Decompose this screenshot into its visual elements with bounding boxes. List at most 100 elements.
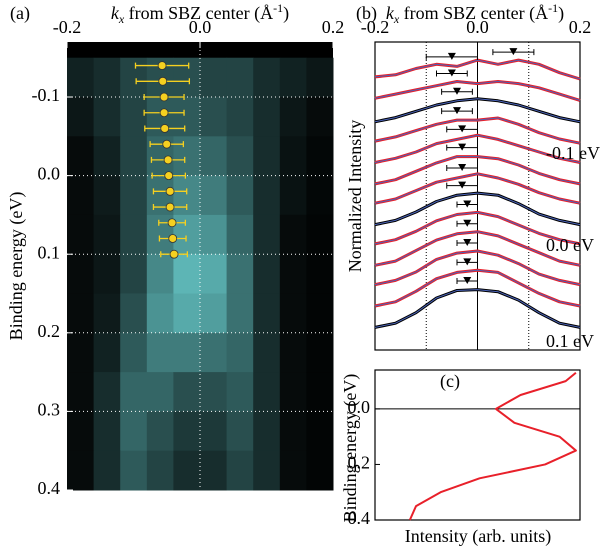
- heatmap-cell: [67, 372, 95, 412]
- heatmap-cell: [67, 97, 95, 137]
- heatmap-cell: [306, 175, 334, 216]
- heatmap-cell: [279, 254, 307, 295]
- heatmap-cell: [306, 293, 334, 334]
- heatmap-cell: [146, 450, 174, 491]
- heatmap-cell: [306, 450, 334, 491]
- heatmap-cell: [120, 136, 148, 177]
- chart-title: kx from SBZ center (Å-1): [111, 1, 289, 26]
- heatmap-cell: [67, 450, 95, 491]
- heatmap-cell: [67, 136, 95, 177]
- y-axis-label: Normalized Intensity: [345, 120, 365, 272]
- heatmap-cell: [67, 214, 95, 255]
- heatmap-cell: [146, 372, 174, 412]
- x-tick-label: 0.2: [322, 17, 345, 37]
- data-point: [160, 124, 170, 133]
- x-tick-label: -0.2: [53, 17, 82, 37]
- heatmap-cell: [253, 214, 281, 255]
- heatmap-cell: [93, 175, 121, 216]
- heatmap-cell: [253, 136, 281, 177]
- heatmap-cell: [279, 136, 307, 177]
- fit-curve: [374, 80, 581, 101]
- x-tick-label: -0.2: [361, 17, 390, 37]
- heatmap-cell: [200, 57, 228, 98]
- heatmap-cell: [120, 372, 148, 412]
- heatmap-cell: [306, 214, 334, 255]
- title-part: ): [558, 3, 564, 24]
- plot-frame: [374, 369, 581, 521]
- heatmap-cell: [253, 97, 281, 137]
- heatmap-cell: [253, 293, 281, 334]
- heatmap-cell: [253, 254, 281, 295]
- fit-curve: [374, 289, 581, 328]
- heatmap-cell: [279, 332, 307, 373]
- title-part: -1: [273, 1, 283, 15]
- title-part: k: [386, 3, 395, 23]
- heatmap-cell: [306, 136, 334, 177]
- y-tick-label: 0.1: [38, 242, 61, 262]
- heatmap-cell: [173, 214, 201, 255]
- heatmap-cell: [200, 175, 228, 216]
- peak-marker: [509, 48, 518, 56]
- heatmap-cell: [200, 411, 228, 452]
- x-tick-label: 0.0: [189, 17, 212, 37]
- heatmap-cell: [120, 450, 148, 491]
- y-tick-label: 0.4: [348, 508, 371, 528]
- data-point: [164, 171, 174, 181]
- heatmap-cell: [93, 254, 121, 295]
- heatmap-cell: [200, 254, 228, 295]
- heatmap-cell: [226, 293, 254, 334]
- heatmap-cell: [93, 214, 121, 255]
- heatmap-cell: [253, 411, 281, 452]
- data-point: [167, 218, 177, 228]
- heatmap-cell: [253, 372, 281, 412]
- heatmap-cell: [146, 293, 174, 334]
- peak-marker: [453, 87, 461, 95]
- heatmap-cell: [306, 57, 334, 98]
- heatmap-cell: [200, 136, 228, 177]
- heatmap-cell: [67, 57, 95, 98]
- heatmap-cell: [67, 175, 95, 216]
- heatmap-cell: [120, 175, 148, 216]
- heatmap-cell: [173, 57, 201, 98]
- x-axis-label: Intensity (arb. units): [405, 526, 551, 547]
- heatmap-cell: [173, 254, 201, 295]
- data-point: [162, 139, 172, 149]
- peak-marker: [447, 52, 456, 60]
- heatmap-cell: [93, 136, 121, 177]
- fit-curve: [374, 231, 581, 266]
- chart-title: kx from SBZ center (Å-1): [386, 1, 564, 26]
- panel-label: (c): [440, 371, 460, 392]
- peak-marker: [453, 107, 461, 115]
- heatmap-cell: [226, 136, 254, 177]
- fit-curve: [374, 211, 581, 245]
- heatmap-cell: [279, 372, 307, 412]
- peak-marker: [458, 143, 467, 151]
- title-part: x: [118, 12, 125, 26]
- fit-curve: [374, 59, 581, 80]
- heatmap-cell: [279, 450, 307, 491]
- heatmap-cell: [120, 254, 148, 295]
- heatmap-cell: [173, 411, 201, 452]
- heatmap-cell: [200, 214, 228, 255]
- heatmap-cell: [67, 293, 95, 334]
- heatmap-cell: [200, 293, 228, 334]
- heatmap-cell: [306, 372, 334, 412]
- heatmap-cell: [253, 450, 281, 491]
- data-point: [168, 234, 178, 243]
- fit-curve: [374, 156, 581, 185]
- title-part: from SBZ center (Å: [124, 3, 273, 24]
- title-part: x: [393, 12, 400, 26]
- heatmap-cell: [120, 332, 148, 373]
- y-tick-label: -0.1: [32, 85, 61, 105]
- heatmap-cell: [253, 57, 281, 98]
- heatmap-cell: [93, 372, 121, 412]
- heatmap-cell: [306, 97, 334, 137]
- fit-curve: [374, 117, 581, 144]
- panel-label: (b): [356, 3, 377, 24]
- heatmap-cell: [120, 97, 148, 137]
- data-point: [159, 108, 169, 118]
- heatmap-cell: [120, 214, 148, 255]
- heatmap-cell: [120, 293, 148, 334]
- heatmap-cell: [146, 332, 174, 373]
